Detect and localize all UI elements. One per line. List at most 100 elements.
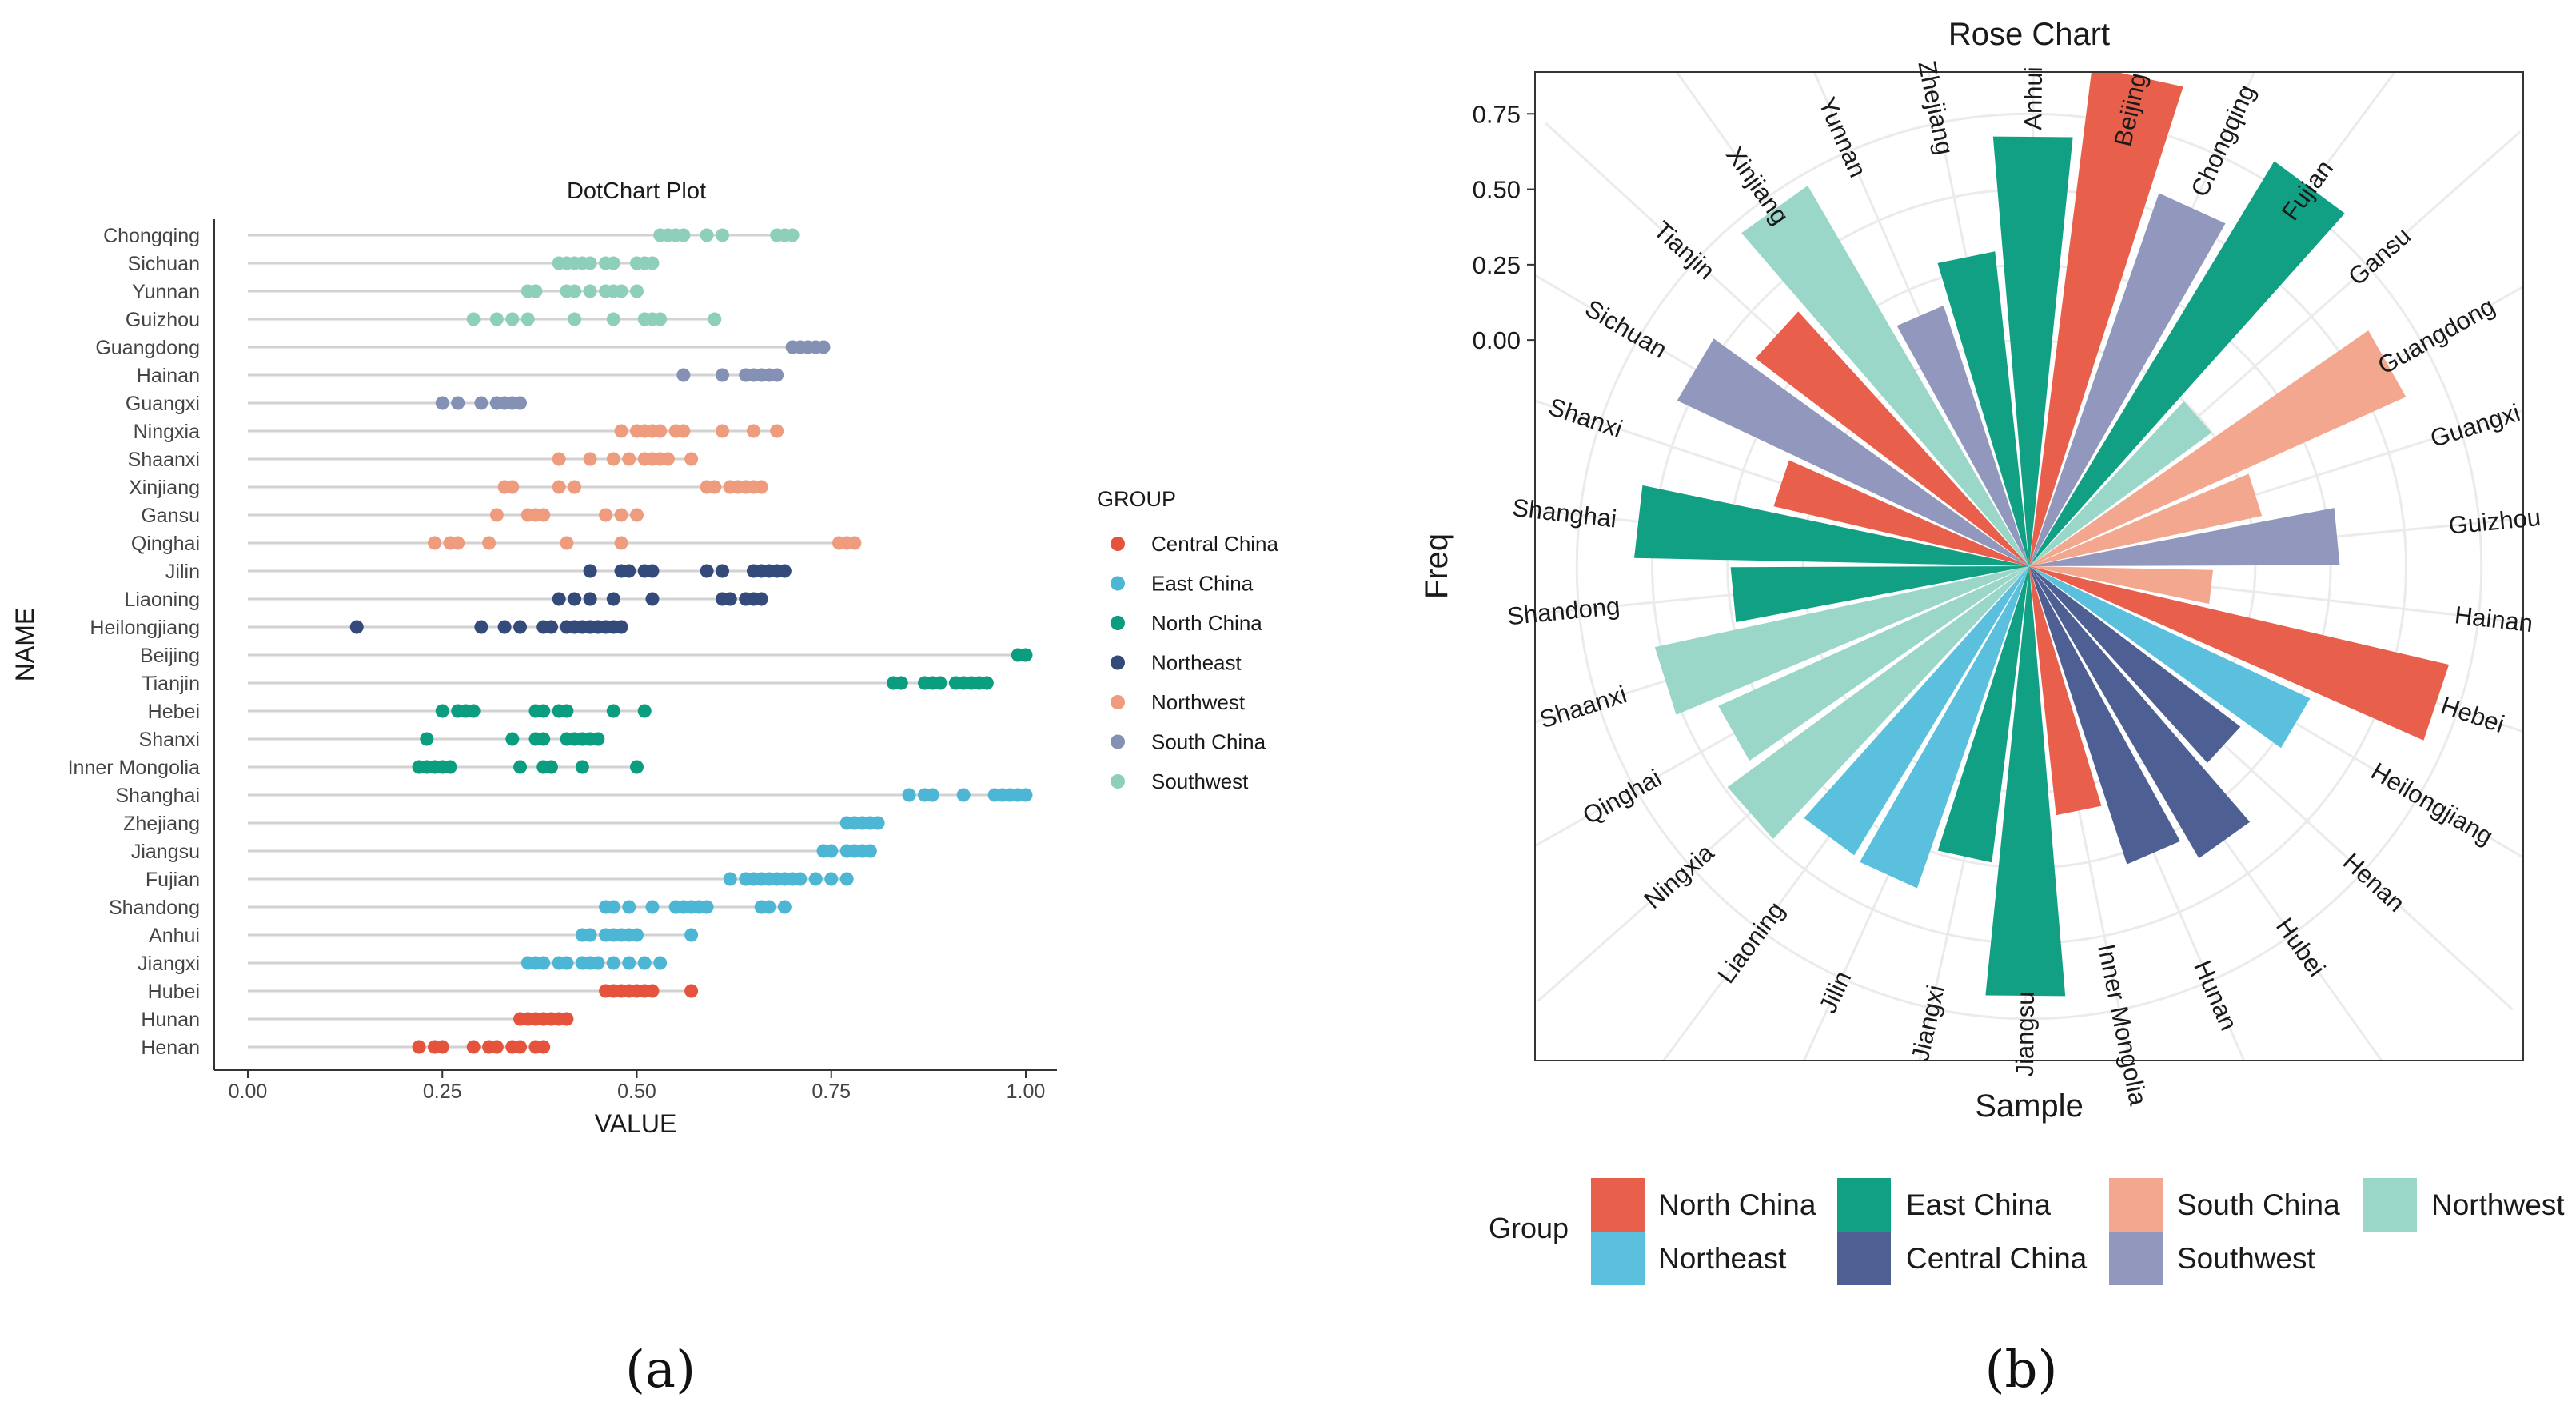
category-label-tianjin: Tianjin: [142, 673, 200, 695]
category-label-xinjiang: Xinjiang: [129, 477, 200, 499]
rose-label-anhui: Anhui: [2019, 66, 2048, 130]
category-label-anhui: Anhui: [149, 925, 200, 947]
dot-jilin-4: [645, 564, 660, 578]
rose-bar-anhui: [1992, 136, 2073, 567]
dot-heilongjiang-3: [513, 620, 528, 634]
dot-chart-x-label: VALUE: [595, 1109, 677, 1138]
dot-chongqing-5: [716, 228, 730, 242]
dot-liaoning-6: [723, 592, 737, 606]
legend-swatch-north-china: [1111, 616, 1125, 630]
rose-bar-shaanxi: [1654, 566, 2029, 715]
dot-henan-5: [489, 1040, 504, 1054]
legend-swatch-south-china: [1111, 734, 1125, 749]
category-label-heilongjiang: Heilongjiang: [90, 617, 200, 639]
dot-jiangxi-11: [653, 956, 668, 970]
dot-jilin-2: [622, 564, 636, 578]
dot-shandong-11: [777, 900, 792, 914]
category-label-shanghai: Shanghai: [115, 785, 200, 807]
dot-ningxia-6: [676, 424, 691, 438]
dot-chart-x-ticks: 0.00 0.25 0.50 0.75 1.00: [229, 1070, 1045, 1103]
dot-yunnan-4: [583, 284, 597, 298]
panel-a-label: (a): [625, 1340, 696, 1400]
dot-jiangsu-5: [863, 844, 877, 858]
dot-guizhou-2: [505, 312, 520, 326]
dot-jilin-11: [777, 564, 792, 578]
rose-bar-xinjiang: [1741, 186, 2029, 566]
rose-legend-label-north-china: North China: [1658, 1188, 1816, 1221]
dot-qinghai-8: [847, 536, 862, 550]
dot-xinjiang-1: [505, 480, 520, 494]
x-tick-label-0: 0.00: [229, 1080, 268, 1103]
rose-bar-gansu: [2029, 401, 2212, 566]
rose-bar-tianjin: [1755, 311, 2029, 566]
dot-ningxia-9: [770, 424, 784, 438]
dot-qinghai-0: [428, 536, 442, 550]
category-label-zhejiang: Zhejiang: [123, 813, 200, 835]
dot-tianjin-4: [933, 676, 947, 690]
x-tick-label-1: 0.25: [423, 1080, 462, 1103]
category-label-guizhou: Guizhou: [126, 309, 200, 331]
dot-sichuan-4: [583, 256, 597, 270]
category-label-henan: Henan: [141, 1037, 200, 1059]
rose-y-ticks: 0.75 0.50 0.25 0.00: [1473, 100, 1535, 354]
dot-jiangsu-1: [824, 844, 839, 858]
dot-liaoning-3: [606, 592, 620, 606]
dot-chongqing-4: [700, 228, 714, 242]
dot-guizhou-1: [489, 312, 504, 326]
dot-hebei-3: [466, 704, 481, 718]
dot-gansu-3: [536, 508, 551, 522]
dot-henan-3: [466, 1040, 481, 1054]
legend-label-east-china: East China: [1151, 572, 1254, 596]
dot-shandong-3: [645, 900, 660, 914]
category-label-qinghai: Qinghai: [131, 533, 200, 555]
dot-yunnan-7: [614, 284, 628, 298]
rose-bar-jiangxi: [1937, 566, 2029, 863]
dot-chongqing-8: [785, 228, 800, 242]
dot-jiangxi-7: [591, 956, 605, 970]
dot-shanghai-3: [956, 788, 971, 802]
rose-y-tick-label-2: 0.25: [1473, 251, 1521, 279]
dot-shaanxi-1: [583, 452, 597, 466]
rose-bar-inner-mongolia: [2029, 566, 2102, 816]
dot-guizhou-3: [520, 312, 535, 326]
dot-jilin-5: [700, 564, 714, 578]
rose-legend-swatch-southwest: [2109, 1232, 2163, 1285]
dot-beijing-1: [1019, 648, 1033, 662]
rose-chart-y-label: Freq: [1419, 533, 1454, 599]
dot-inner-mongolia-9: [630, 760, 644, 774]
dot-liaoning-4: [645, 592, 660, 606]
dot-xinjiang-10: [754, 480, 768, 494]
rose-panel-border: [1534, 71, 2524, 1061]
dot-inner-mongolia-4: [443, 760, 457, 774]
dot-qinghai-5: [614, 536, 628, 550]
dot-yunnan-1: [528, 284, 543, 298]
x-tick-label-3: 0.75: [811, 1080, 851, 1103]
dot-shaanxi-3: [622, 452, 636, 466]
dot-gansu-5: [614, 508, 628, 522]
dot-hebei-5: [536, 704, 551, 718]
dot-henan-0: [412, 1040, 426, 1054]
dot-guangxi-6: [513, 396, 528, 410]
dot-chart-points: [349, 228, 1033, 1054]
legend-label-southwest: Southwest: [1151, 769, 1249, 793]
dot-heilongjiang-13: [614, 620, 628, 634]
dot-chart-y-label: NAME: [10, 608, 39, 681]
dot-fujian-10: [824, 872, 839, 886]
rose-bar-chongqing: [2029, 193, 2226, 566]
dot-shandong-2: [622, 900, 636, 914]
dot-qinghai-3: [482, 536, 496, 550]
dot-hainan-0: [676, 368, 691, 382]
rose-bar-yunnan: [1896, 305, 2029, 566]
category-label-gansu: Gansu: [141, 505, 200, 527]
category-label-shanxi: Shanxi: [139, 729, 200, 751]
legend-label-south-china: South China: [1151, 730, 1266, 754]
rose-legend-swatch-central-china: [1837, 1232, 1891, 1285]
rose-legend-label-south-china: South China: [2177, 1188, 2340, 1221]
dot-shaanxi-7: [660, 452, 675, 466]
category-label-jiangsu: Jiangsu: [131, 841, 200, 863]
dot-xinjiang-5: [708, 480, 722, 494]
dot-guangdong-4: [816, 340, 831, 354]
rose-bar-shandong: [1730, 566, 2029, 622]
category-label-yunnan: Yunnan: [132, 281, 200, 303]
